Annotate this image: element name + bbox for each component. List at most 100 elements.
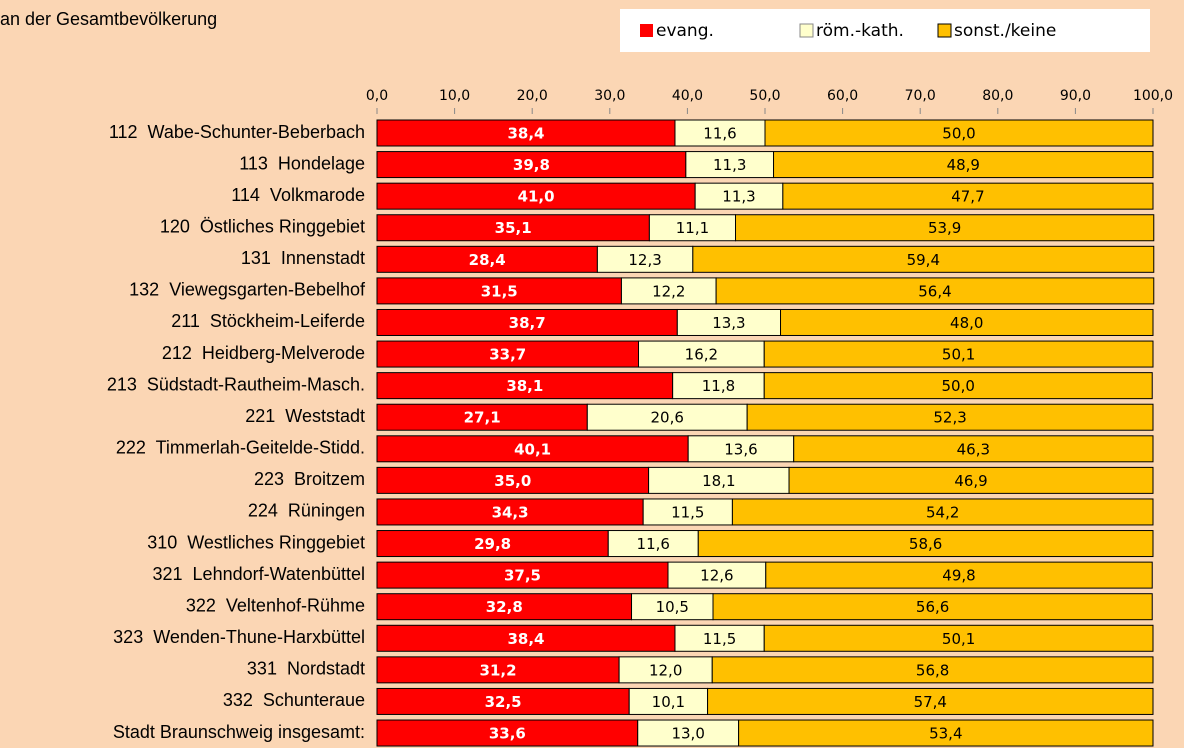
bar-segment <box>711 656 1154 684</box>
value-label: 11,3 <box>722 188 755 206</box>
x-tick-label: 80,0 <box>982 88 1013 104</box>
value-label: 38,4 <box>507 125 544 143</box>
value-label: 33,6 <box>489 725 526 743</box>
y-tick-label: 112 Wabe-Schunter-Beberbach <box>109 122 365 142</box>
bar-segment <box>648 214 737 242</box>
bar-segment <box>788 466 1154 494</box>
bar-segment <box>674 624 765 652</box>
bar-segment <box>638 340 765 368</box>
value-label: 32,5 <box>485 693 522 711</box>
value-label: 50,0 <box>942 125 975 143</box>
value-label: 56,8 <box>916 661 949 679</box>
bar-segment <box>637 719 740 747</box>
bar-segment <box>376 498 644 526</box>
value-label: 39,8 <box>513 156 550 174</box>
bar-segment <box>697 530 1154 558</box>
value-label: 40,1 <box>514 440 551 458</box>
bar-segment <box>376 372 674 400</box>
value-label: 11,5 <box>703 630 736 648</box>
value-label: 34,3 <box>492 503 529 521</box>
bar-segment <box>376 687 630 715</box>
y-tick-label: 332 Schunteraue <box>223 690 365 710</box>
value-label: 50,0 <box>942 377 975 395</box>
value-label: 48,0 <box>950 314 983 332</box>
value-label: 53,9 <box>928 219 961 237</box>
bar-segment <box>376 435 689 463</box>
bar-segment <box>738 719 1154 747</box>
bar-segment <box>648 466 790 494</box>
bar-segment <box>618 656 713 684</box>
x-tick-label: 90,0 <box>1060 88 1091 104</box>
y-tick-label: 213 Südstadt-Rautheim-Masch. <box>107 374 365 394</box>
y-tick-label: 212 Heidberg-Melverode <box>162 343 365 363</box>
y-tick-label: 132 Viewegsgarten-Bebelhof <box>129 280 366 300</box>
bar-segment <box>667 561 767 589</box>
value-label: 32,8 <box>486 598 523 616</box>
y-tick-label: 222 Timmerlah-Geitelde-Stidd. <box>116 438 365 458</box>
y-tick-label: 113 Hondelage <box>239 153 365 173</box>
y-tick-label: 211 Stöckheim-Leiferde <box>171 311 365 331</box>
bar-segment <box>735 214 1155 242</box>
value-label: 13,3 <box>712 314 745 332</box>
value-label: 56,6 <box>916 598 949 616</box>
y-tick-label: 310 Westliches Ringgebiet <box>147 532 365 552</box>
value-label: 29,8 <box>474 535 511 553</box>
bar-segment <box>376 245 598 273</box>
value-label: 48,9 <box>947 156 980 174</box>
bar-segment <box>763 372 1153 400</box>
legend-box <box>620 9 1150 52</box>
y-tick-label: 221 Weststadt <box>245 406 365 426</box>
bar-segment <box>715 277 1155 305</box>
value-label: 35,0 <box>494 472 531 490</box>
value-label: 33,7 <box>489 346 526 364</box>
y-tick-label: 224 Rüningen <box>248 501 365 521</box>
value-label: 11,1 <box>676 219 709 237</box>
bar-segment <box>376 214 650 242</box>
y-tick-label: 321 Lehndorf-Watenbüttel <box>153 564 365 584</box>
bar-segment <box>620 277 717 305</box>
value-label: 27,1 <box>464 409 501 427</box>
bar-segment <box>376 624 676 652</box>
bar-segment <box>712 593 1153 621</box>
x-tick-label: 40,0 <box>672 88 703 104</box>
bar-segment <box>672 372 765 400</box>
bar-segment <box>773 151 1154 179</box>
value-label: 11,5 <box>671 503 704 521</box>
y-tick-label: 120 Östliches Ringgebiet <box>160 216 365 236</box>
value-label: 50,1 <box>942 346 975 364</box>
bar-segment <box>376 403 588 431</box>
bar-segment <box>376 593 633 621</box>
value-label: 41,0 <box>518 188 555 206</box>
value-label: 38,7 <box>509 314 546 332</box>
bar-segment <box>731 498 1154 526</box>
value-label: 50,1 <box>942 630 975 648</box>
bar-segment <box>763 340 1154 368</box>
y-tick-label: 322 Veltenhof-Rühme <box>186 595 365 615</box>
value-label: 53,4 <box>929 725 962 743</box>
bar-segment <box>763 624 1154 652</box>
value-label: 11,6 <box>637 535 670 553</box>
legend-swatch <box>799 23 814 38</box>
x-tick-label: 70,0 <box>905 88 936 104</box>
bar-segment <box>782 182 1154 210</box>
value-label: 38,1 <box>506 377 543 395</box>
value-label: 46,9 <box>954 472 987 490</box>
x-tick-label: 50,0 <box>749 88 780 104</box>
value-label: 16,2 <box>685 346 718 364</box>
value-label: 31,5 <box>481 282 518 300</box>
bar-segment <box>376 656 620 684</box>
bar-segment <box>692 245 1155 273</box>
value-label: 13,6 <box>724 440 757 458</box>
bar-segment <box>746 403 1154 431</box>
value-label: 54,2 <box>926 503 959 521</box>
value-label: 57,4 <box>914 693 947 711</box>
x-tick-label: 0,0 <box>366 88 388 104</box>
y-tick-label: 323 Wenden-Thune-Harxbüttel <box>113 627 365 647</box>
legend-swatch <box>640 24 653 37</box>
legend-label: röm.-kath. <box>816 21 904 41</box>
value-label: 47,7 <box>951 188 984 206</box>
value-label: 13,0 <box>671 725 704 743</box>
y-tick-label: 131 Innenstadt <box>241 248 365 268</box>
x-tick-label: 30,0 <box>594 88 625 104</box>
